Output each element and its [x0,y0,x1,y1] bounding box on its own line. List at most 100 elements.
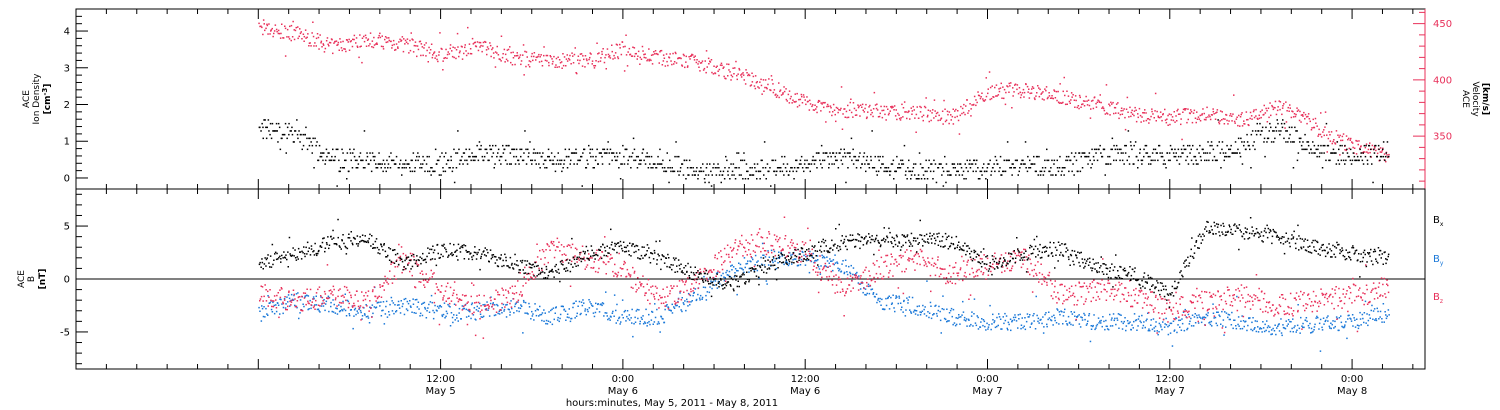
data-point [823,159,826,162]
data-point [622,144,624,147]
data-point [682,53,685,56]
data-point [1086,155,1088,158]
data-point [1237,316,1240,318]
data-point [1141,116,1143,118]
data-point [1047,159,1050,162]
data-point [566,316,569,318]
data-point [623,155,625,158]
data-point [942,185,945,187]
data-point [467,309,469,311]
data-point [677,301,679,304]
data-point [1115,159,1117,162]
data-point [659,294,661,297]
data-point [1044,88,1046,90]
data-point [1251,329,1254,332]
data-point [1348,147,1350,150]
data-point [307,33,309,35]
data-point [391,282,394,284]
data-point [494,298,496,300]
data-point [755,170,757,173]
data-point [345,286,348,289]
data-point [682,174,685,176]
data-point [823,257,826,259]
data-point [371,40,374,42]
data-point [546,60,548,62]
data-point [322,159,324,162]
data-point [832,111,834,113]
data-point [920,106,922,109]
data-point [1144,326,1146,329]
data-point [633,55,636,58]
data-point [1078,314,1080,316]
data-point [1062,323,1064,325]
data-point [1268,116,1270,119]
data-point [1184,308,1186,311]
data-point [632,335,634,338]
data-point [586,159,588,162]
data-point [1140,121,1142,123]
data-point [605,291,607,293]
data-point [1219,152,1222,154]
data-point [979,97,982,100]
data-point [581,185,583,187]
data-point [1003,170,1005,173]
data-point [1292,167,1295,169]
data-point [748,73,750,76]
data-point [405,308,408,310]
data-point [673,285,675,287]
data-point [990,170,993,173]
data-point [1126,96,1129,99]
data-point [518,293,521,296]
data-point [739,240,741,242]
data-point [894,115,897,117]
data-point [366,152,368,154]
data-point [958,316,960,318]
data-point [791,102,793,104]
data-point [284,122,287,125]
data-point [470,295,472,298]
data-point [262,137,264,140]
data-point [392,39,395,42]
data-point [1104,113,1107,115]
data-point [904,315,907,317]
data-point [1272,327,1274,330]
data-point [542,152,544,154]
data-point [530,159,532,162]
data-point [1218,122,1221,125]
data-point [689,303,691,306]
data-point [1057,170,1060,173]
data-point [597,271,599,274]
data-point [1374,319,1376,321]
data-point [1239,116,1242,118]
data-point [1099,144,1101,147]
data-point [511,64,514,66]
data-point [718,68,721,71]
data-point [647,278,650,281]
data-point [774,254,777,257]
data-point [290,304,292,306]
data-point [708,181,710,184]
data-point [432,54,434,56]
data-point [342,302,344,304]
data-point [1023,91,1026,94]
data-point [723,178,726,180]
data-point [792,259,794,261]
data-point [1077,170,1079,173]
data-point [492,304,494,306]
data-point [975,104,977,107]
data-point [1110,319,1113,321]
data-point [428,170,431,173]
data-point [944,108,946,110]
data-point [888,295,890,297]
data-point [442,170,445,173]
data-point [818,100,821,102]
data-point [770,89,772,92]
data-point [363,313,366,315]
data-point [532,59,534,62]
data-point [634,316,636,319]
data-point [763,90,765,92]
data-point [1095,325,1098,327]
data-point [867,111,869,113]
data-point [472,159,475,162]
data-point [976,159,978,162]
